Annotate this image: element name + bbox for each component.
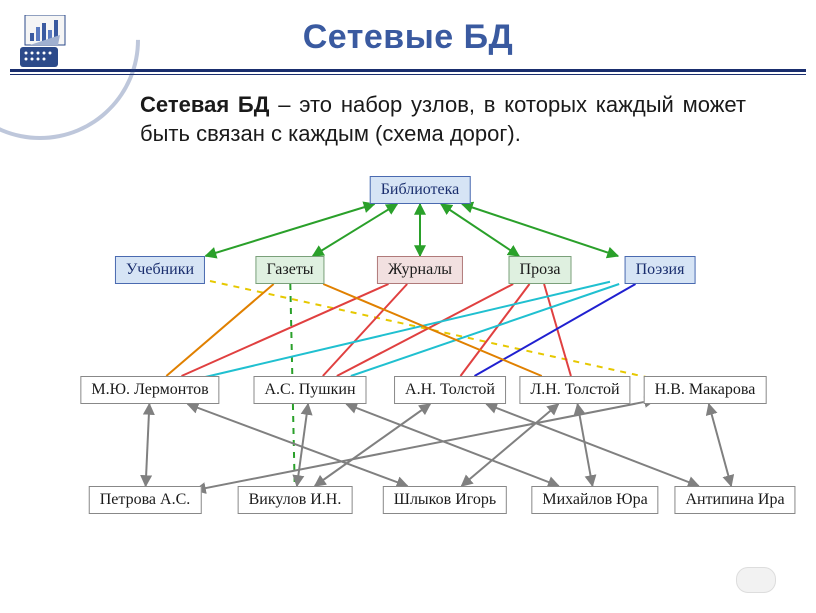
edge-ler-shl	[188, 404, 408, 486]
edge-lto-shl	[462, 404, 559, 486]
edge-ato-vik	[315, 404, 431, 486]
edge-gaz-ler	[166, 284, 273, 376]
node-shl: Шлыков Игорь	[383, 486, 507, 514]
edge-lib-gaz	[313, 204, 398, 256]
edge-poe-ler	[200, 282, 610, 378]
network-diagram: Библиотека Учебники Газеты Журналы Проза Поэз…	[0, 160, 816, 560]
node-lto: Л.Н. Толстой	[519, 376, 630, 404]
edge-pro-ato	[461, 284, 530, 376]
edge-lib-poe	[462, 204, 618, 256]
node-pro: Проза	[509, 256, 572, 284]
edge-lib-pro	[441, 204, 519, 256]
node-pus: А.С. Пушкин	[254, 376, 367, 404]
node-zhu: Журналы	[377, 256, 463, 284]
edge-lto-mih	[578, 404, 593, 486]
edge-poe-pus	[351, 284, 619, 376]
edge-uch-mak	[210, 281, 655, 379]
node-gaz: Газеты	[255, 256, 324, 284]
node-pet: Петрова А.С.	[89, 486, 202, 514]
node-poe: Поэзия	[625, 256, 696, 284]
node-mih: Михайлов Юра	[531, 486, 658, 514]
node-uch: Учебники	[115, 256, 205, 284]
page-number-badge	[736, 567, 776, 593]
edge-ato-ant	[486, 404, 698, 486]
edge-zhu-ler	[182, 284, 389, 376]
node-mak: Н.В. Макарова	[644, 376, 767, 404]
description-bold: Сетевая БД	[140, 92, 269, 117]
node-lib: Библиотека	[370, 176, 471, 204]
node-ato: А.Н. Толстой	[394, 376, 506, 404]
edge-pro-lto	[544, 284, 571, 376]
node-vik: Викулов И.Н.	[238, 486, 353, 514]
edge-zhu-pus	[323, 284, 407, 376]
edge-mak-ant	[709, 404, 731, 486]
edge-pro-pus	[337, 284, 513, 376]
node-ler: М.Ю. Лермонтов	[80, 376, 219, 404]
edge-ler-pet	[146, 404, 150, 486]
edge-pus-mih	[346, 404, 558, 486]
slide-corner-icon	[20, 15, 80, 70]
edge-lib-uch	[206, 204, 375, 256]
node-ant: Антипина Ира	[674, 486, 795, 514]
edge-gaz-lto	[323, 284, 542, 376]
edge-poe-ato	[475, 284, 636, 376]
edge-mak-pet	[195, 400, 655, 490]
edge-pus-vik	[297, 404, 308, 486]
